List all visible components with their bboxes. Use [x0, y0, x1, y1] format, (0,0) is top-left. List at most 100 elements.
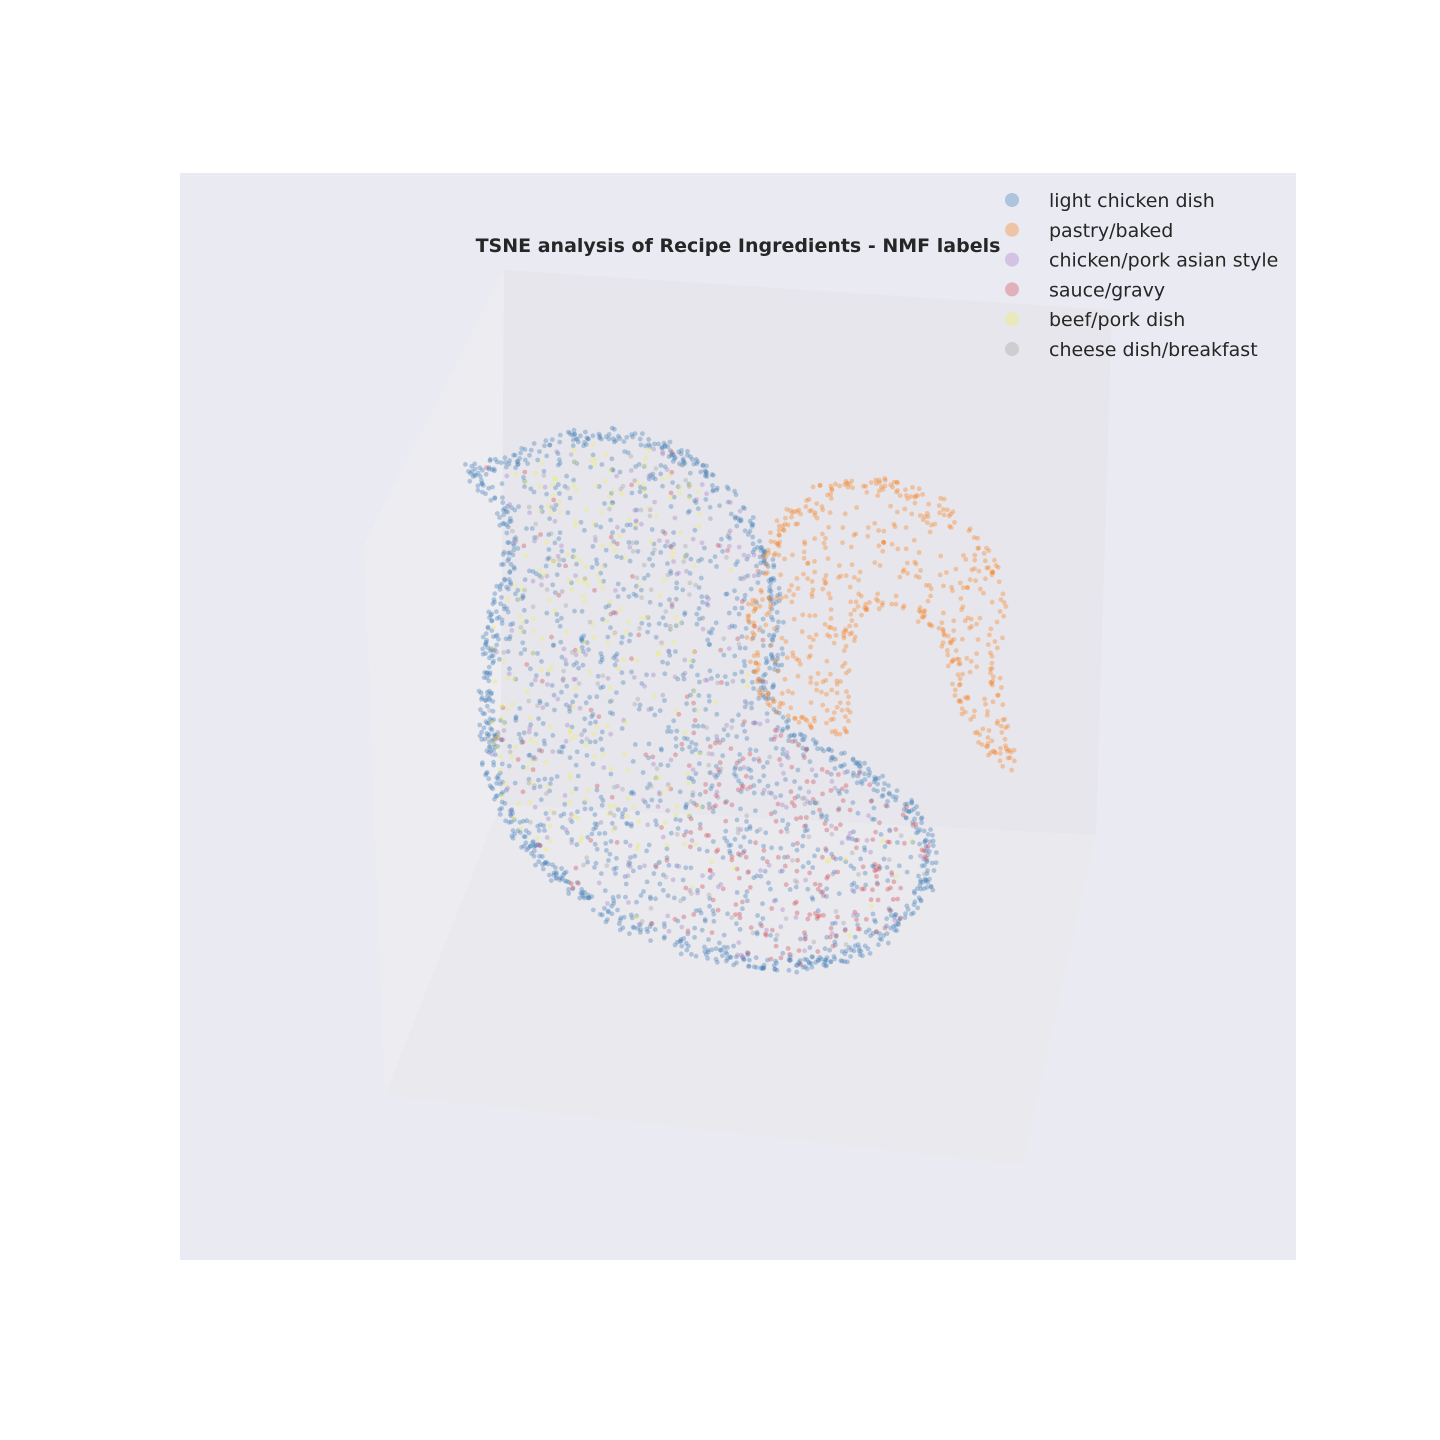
scatter-point-0: [767, 633, 772, 638]
scatter-point-1: [828, 510, 833, 515]
scatter-point-1: [982, 551, 987, 556]
scatter-point-0: [858, 857, 863, 862]
scatter-point-3: [716, 908, 721, 913]
scatter-point-3: [870, 887, 875, 892]
scatter-point-0: [666, 893, 671, 898]
scatter-point-5: [790, 858, 795, 863]
scatter-point-1: [835, 705, 840, 710]
scatter-point-1: [986, 753, 991, 758]
scatter-point-0: [494, 609, 499, 614]
scatter-point-0: [643, 494, 648, 499]
scatter-point-0: [583, 430, 588, 435]
scatter-point-0: [508, 622, 513, 627]
scatter-point-0: [794, 970, 799, 975]
scatter-point-2: [651, 447, 656, 452]
scatter-point-3: [691, 701, 696, 706]
scatter-point-1: [937, 626, 942, 631]
scatter-point-0: [771, 563, 776, 568]
scatter-point-0: [528, 666, 533, 671]
scatter-point-5: [841, 921, 846, 926]
scatter-point-0: [735, 818, 740, 823]
scatter-point-0: [481, 483, 486, 488]
scatter-point-2: [918, 854, 923, 859]
scatter-point-3: [746, 869, 751, 874]
scatter-point-3: [745, 950, 750, 955]
scatter-point-0: [559, 616, 564, 621]
scatter-point-3: [733, 912, 738, 917]
scatter-point-3: [861, 864, 866, 869]
scatter-point-3: [802, 930, 807, 935]
scatter-point-3: [838, 822, 843, 827]
scatter-point-1: [807, 613, 812, 618]
scatter-point-1: [989, 570, 994, 575]
scatter-point-0: [866, 946, 871, 951]
scatter-point-0: [708, 505, 713, 510]
scatter-point-0: [530, 526, 535, 531]
scatter-point-3: [589, 708, 594, 713]
scatter-point-1: [822, 541, 827, 546]
scatter-point-2: [714, 734, 719, 739]
scatter-point-4: [677, 491, 682, 496]
scatter-point-0: [662, 936, 667, 941]
scatter-point-0: [556, 536, 561, 541]
scatter-point-1: [960, 706, 965, 711]
scatter-point-4: [501, 659, 506, 664]
scatter-point-0: [743, 528, 748, 533]
scatter-point-3: [718, 648, 723, 653]
scatter-point-0: [494, 584, 499, 589]
scatter-point-2: [779, 763, 784, 768]
scatter-point-0: [641, 889, 646, 894]
scatter-point-3: [888, 886, 893, 891]
scatter-point-0: [562, 802, 567, 807]
scatter-point-0: [500, 481, 505, 486]
scatter-point-5: [807, 834, 812, 839]
scatter-point-3: [898, 916, 903, 921]
scatter-point-3: [769, 906, 774, 911]
scatter-point-0: [805, 887, 810, 892]
scatter-point-0: [550, 582, 555, 587]
scatter-point-1: [798, 662, 803, 667]
scatter-point-1: [957, 657, 962, 662]
scatter-point-1: [998, 751, 1003, 756]
scatter-point-0: [712, 919, 717, 924]
scatter-point-0: [605, 917, 610, 922]
scatter-point-0: [916, 829, 921, 834]
scatter-point-0: [777, 586, 782, 591]
scatter-point-0: [557, 563, 562, 568]
scatter-point-1: [823, 622, 828, 627]
scatter-point-2: [606, 676, 611, 681]
scatter-point-1: [960, 712, 965, 717]
scatter-point-5: [811, 940, 816, 945]
scatter-point-4: [606, 641, 611, 646]
scatter-point-3: [843, 928, 848, 933]
scatter-point-4: [583, 599, 588, 604]
scatter-point-1: [917, 550, 922, 555]
scatter-point-4: [622, 752, 627, 757]
scatter-point-1: [949, 641, 954, 646]
scatter-point-1: [901, 569, 906, 574]
scatter-point-1: [852, 608, 857, 613]
scatter-point-4: [493, 679, 498, 684]
scatter-point-0: [757, 539, 762, 544]
scatter-point-0: [700, 928, 705, 933]
scatter-point-1: [823, 581, 828, 586]
scatter-point-5: [740, 577, 745, 582]
scatter-point-0: [512, 548, 517, 553]
scatter-point-0: [648, 896, 653, 901]
scatter-point-0: [518, 820, 523, 825]
scatter-point-1: [829, 607, 834, 612]
scatter-point-0: [750, 680, 755, 685]
scatter-point-2: [736, 940, 741, 945]
scatter-point-0: [662, 671, 667, 676]
scatter-point-0: [633, 431, 638, 436]
scatter-point-3: [883, 926, 888, 931]
scatter-point-0: [630, 491, 635, 496]
scatter-point-3: [540, 679, 545, 684]
scatter-point-0: [522, 834, 527, 839]
scatter-point-0: [678, 818, 683, 823]
scatter-point-1: [792, 509, 797, 514]
scatter-point-1: [829, 688, 834, 693]
scatter-point-4: [623, 721, 628, 726]
scatter-point-5: [565, 486, 570, 491]
scatter-point-0: [816, 958, 821, 963]
